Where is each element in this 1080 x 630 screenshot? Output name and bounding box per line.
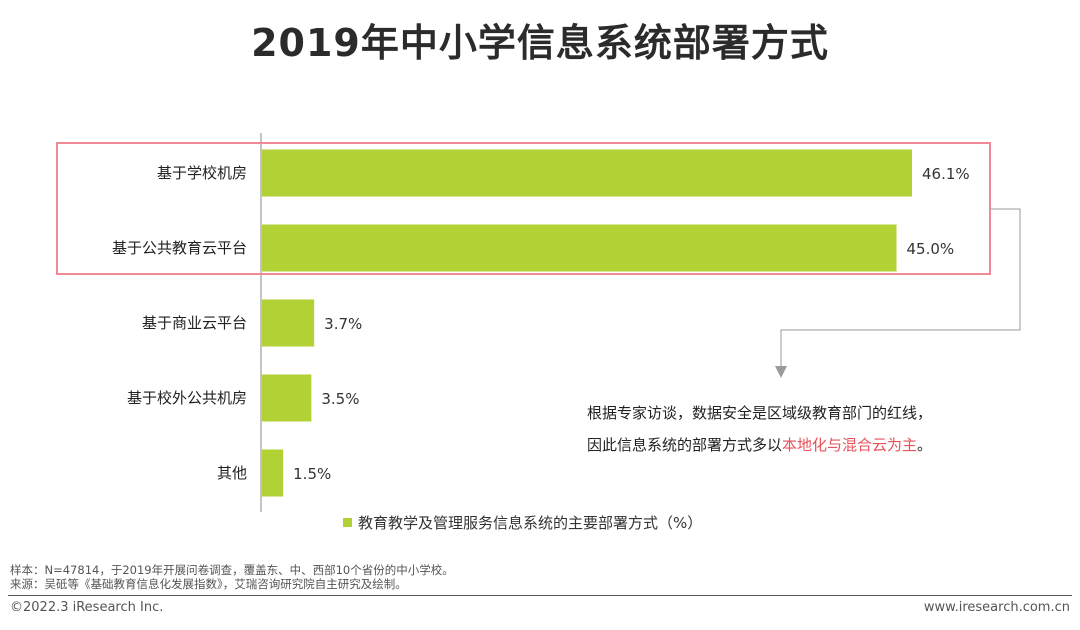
category-label-0: 基于学校机房 [157,164,247,182]
value-label-3: 3.5% [321,390,359,408]
category-label-4: 其他 [217,464,247,482]
bar-1 [262,224,897,272]
value-label-4: 1.5% [293,465,331,483]
legend-label: 教育教学及管理服务信息系统的主要部署方式（%） [358,514,703,532]
category-label-2: 基于商业云平台 [142,314,247,332]
value-label-1: 45.0% [906,240,954,258]
category-label-3: 基于校外公共机房 [127,389,247,407]
footnotes: 样本：N=47814，于2019年开展问卷调查，覆盖东、中、西部10个省份的中小… [10,563,454,591]
annotation-line-2: 因此信息系统的部署方式多以本地化与混合云为主。 [587,429,1007,461]
callout-arrow-icon [775,366,787,378]
bar-3 [262,374,312,422]
copyright: ©2022.3 iResearch Inc. [10,600,164,615]
bar-2 [262,299,315,347]
bar-0 [262,149,912,197]
legend-swatch [343,518,352,527]
annotation-line-2-prefix: 因此信息系统的部署方式多以 [587,436,783,454]
annotation-line-2-suffix: 。 [917,436,933,454]
value-label-2: 3.7% [324,315,362,333]
footer-divider [8,595,1072,596]
bars-group [262,149,912,497]
category-label-1: 基于公共教育云平台 [112,239,247,257]
value-label-0: 46.1% [922,165,970,183]
annotation-highlight: 本地化与混合云为主 [782,436,918,454]
annotation-text: 根据专家访谈，数据安全是区域级教育部门的红线， 因此信息系统的部署方式多以本地化… [587,397,1007,461]
sample-note: 样本：N=47814，于2019年开展问卷调查，覆盖东、中、西部10个省份的中小… [10,563,454,577]
value-labels-group: 46.1% 45.0% 3.7% 3.5% 1.5% [293,165,970,483]
source-note: 来源：吴砥等《基础教育信息化发展指数》，艾瑞咨询研究院自主研究及绘制。 [10,577,407,591]
legend: 教育教学及管理服务信息系统的主要部署方式（%） [343,512,702,533]
annotation-line-1: 根据专家访谈，数据安全是区域级教育部门的红线， [587,404,933,422]
bar-4 [262,449,284,497]
callout-connector [780,208,1021,368]
page-title: 2019年中小学信息系统部署方式 [251,21,829,65]
website-link[interactable]: www.iresearch.com.cn [923,600,1070,615]
